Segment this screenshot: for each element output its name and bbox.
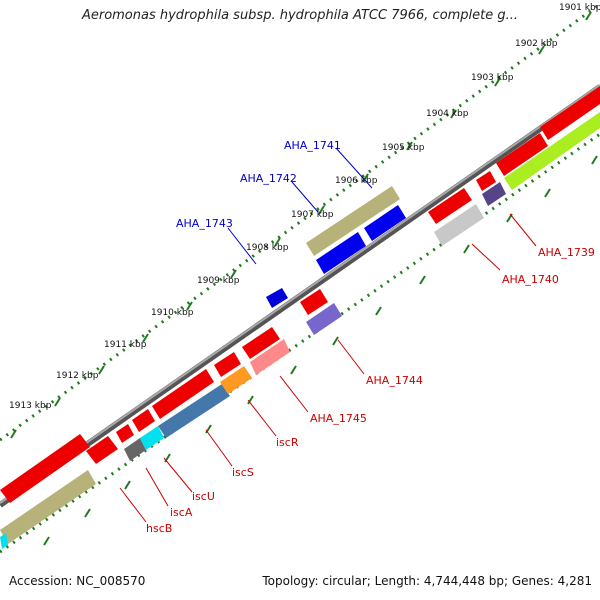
feature-aha-1745[interactable]	[250, 339, 290, 375]
kbp-label: 1913 kbp	[9, 401, 52, 411]
label-leaders	[119, 147, 537, 523]
gene-label: iscR	[276, 436, 299, 449]
feature-arrow[interactable]	[214, 352, 241, 377]
gene-label: AHA_1740	[502, 273, 559, 286]
gene-label: AHA_1741	[284, 139, 341, 152]
gene-label: iscS	[232, 466, 254, 479]
feature-iscs[interactable]	[158, 384, 230, 438]
forward-strand	[0, 86, 600, 503]
kbp-label: 1903 kbp	[471, 73, 514, 83]
gene-label: AHA_1744	[366, 374, 423, 387]
feature-arrow[interactable]	[242, 327, 280, 359]
gene-label: AHA_1745	[310, 412, 367, 425]
feature-isca[interactable]	[124, 438, 146, 461]
kbp-labels: 1901 kbp 1902 kbp 1903 kbp 1904 kbp 1905…	[9, 3, 600, 411]
reverse-strand	[0, 112, 600, 549]
gene-label: iscU	[192, 490, 215, 503]
feature-arrow[interactable]	[476, 171, 496, 191]
feature-aha-1743[interactable]	[266, 288, 288, 308]
feature-aha-1739[interactable]	[504, 112, 600, 190]
map-title: Aeromonas hydrophila subsp. hydrophila A…	[81, 8, 519, 23]
feature-arrow[interactable]	[132, 409, 155, 432]
kbp-label: 1904 kbp	[426, 109, 469, 119]
feature-aha-1744[interactable]	[306, 303, 342, 335]
kbp-label: 1909 kbp	[197, 276, 240, 286]
genome-summary-text: Topology: circular; Length: 4,744,448 bp…	[262, 574, 592, 588]
feature-arrow[interactable]	[300, 289, 328, 315]
gene-labels: AHA_1741 AHA_1742 AHA_1743 AHA_1739 AHA_…	[146, 139, 595, 535]
feature-arrow[interactable]	[482, 182, 506, 206]
feature-arrow[interactable]	[428, 188, 472, 224]
feature-arrow[interactable]	[152, 369, 214, 419]
feature-aha-1742[interactable]	[316, 232, 366, 274]
kbp-label: 1905 kbp	[382, 143, 425, 153]
feature-arrow[interactable]	[496, 133, 548, 176]
kbp-label: 1901 kbp	[559, 3, 600, 13]
kbp-label: 1911 kbp	[104, 340, 147, 350]
feature-arrow[interactable]	[0, 533, 8, 549]
kbp-label: 1902 kbp	[515, 39, 558, 49]
gene-label: AHA_1743	[176, 217, 233, 230]
gene-label: iscA	[170, 506, 193, 519]
kbp-label: 1906 kbp	[335, 176, 378, 186]
feature-arrow[interactable]	[540, 86, 600, 140]
gene-label: AHA_1742	[240, 172, 297, 185]
kbp-label: 1908 kbp	[246, 243, 289, 253]
feature-aha-1740[interactable]	[434, 204, 484, 246]
feature-arrow[interactable]	[86, 436, 118, 464]
inner-scale	[0, 132, 600, 554]
kbp-label: 1907 kbp	[291, 210, 334, 220]
feature-arrow[interactable]	[0, 434, 90, 503]
feature-iscr[interactable]	[220, 366, 252, 394]
feature-aha-1742b[interactable]	[364, 205, 406, 241]
accession-text: Accession: NC_008570	[9, 574, 146, 588]
kbp-label: 1912 kbp	[56, 371, 99, 381]
feature-iscu[interactable]	[140, 426, 164, 450]
feature-hscb[interactable]	[0, 470, 96, 544]
gene-label: hscB	[146, 522, 172, 535]
kbp-label: 1910 kbp	[151, 308, 194, 318]
gene-label: AHA_1739	[538, 246, 595, 259]
genome-backbone	[0, 84, 600, 508]
feature-arrow[interactable]	[116, 424, 134, 443]
feature-aha-1741[interactable]	[306, 186, 400, 256]
outer-scale-ticks	[10, 11, 592, 439]
